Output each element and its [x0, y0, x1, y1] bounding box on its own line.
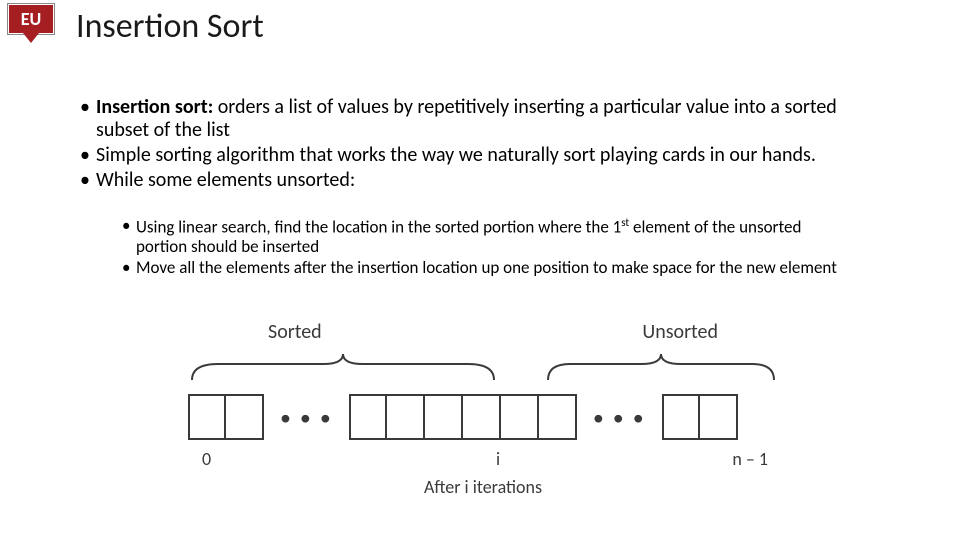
- sub-bullet-1: Using linear search, find the location i…: [122, 216, 842, 256]
- sorted-label: Sorted: [268, 320, 322, 344]
- dots-left: • • •: [278, 404, 335, 431]
- bullet-3-text: While some elements unsorted:: [96, 168, 355, 192]
- cell: [188, 394, 226, 440]
- left-brace: [188, 350, 498, 384]
- cell: [387, 394, 425, 440]
- main-bullet-list: Insertion sort: orders a list of values …: [80, 96, 860, 194]
- bullet-1-bold: Insertion sort:: [96, 95, 213, 119]
- page-title: Insertion Sort: [76, 6, 264, 47]
- cell: [226, 394, 264, 440]
- cell: [662, 394, 700, 440]
- cell: [349, 394, 387, 440]
- unsorted-label: Unsorted: [642, 320, 718, 344]
- cell-block-mid: [349, 394, 577, 440]
- sub-bullet-2-text: Move all the elements after the insertio…: [136, 257, 837, 278]
- diagram: Sorted Unsorted • • • • • • 0 i n – 1: [188, 320, 778, 500]
- cell: [501, 394, 539, 440]
- logo-box: EU: [8, 4, 54, 34]
- logo: EU: [8, 4, 64, 48]
- index-right: n – 1: [732, 448, 768, 470]
- bullet-3: While some elements unsorted:: [80, 169, 860, 192]
- sub-bullet-list: Using linear search, find the location i…: [122, 216, 842, 279]
- diagram-caption: After i iterations: [188, 476, 778, 498]
- logo-tail: [23, 33, 39, 43]
- cell: [463, 394, 501, 440]
- index-left: 0: [202, 448, 211, 470]
- right-brace: [544, 350, 778, 384]
- cell-pair-left: [188, 394, 264, 440]
- bullet-2: Simple sorting algorithm that works the …: [80, 144, 860, 167]
- logo-letters: EU: [21, 8, 42, 30]
- sub-bullet-1-sup: st: [621, 215, 629, 229]
- bullet-2-text: Simple sorting algorithm that works the …: [96, 143, 816, 167]
- index-mid: i: [496, 448, 500, 470]
- cell-pair-right: [662, 394, 738, 440]
- sub-bullet-2: Move all the elements after the insertio…: [122, 258, 842, 277]
- dots-right: • • •: [591, 404, 648, 431]
- cell-row: • • • • • •: [188, 394, 738, 440]
- sub-bullet-1-a: Using linear search, find the location i…: [136, 217, 621, 238]
- cell: [700, 394, 738, 440]
- bullet-1: Insertion sort: orders a list of values …: [80, 96, 860, 142]
- cell: [539, 394, 577, 440]
- cell: [425, 394, 463, 440]
